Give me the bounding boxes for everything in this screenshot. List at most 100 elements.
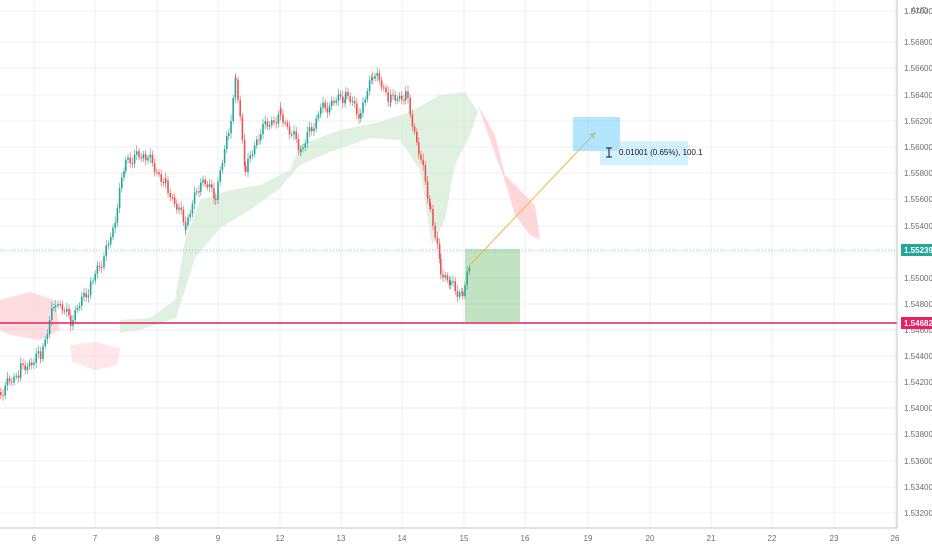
candle-body [326, 108, 329, 113]
price-axis-label: 1.56000 [904, 143, 932, 152]
candle-body [158, 172, 160, 175]
candle-body [221, 162, 224, 171]
candle-body [407, 91, 409, 98]
candle-body [390, 94, 392, 103]
candle-body [280, 108, 282, 115]
current-price-tag [901, 244, 932, 256]
candle-body [311, 127, 313, 132]
candle-body [44, 339, 46, 347]
price-axis-label: 1.56600 [904, 64, 932, 73]
candle-body [46, 333, 49, 340]
price-axis-label: 1.53800 [904, 430, 932, 439]
candle-body [191, 203, 194, 214]
price-axis-label: 1.57000 [904, 7, 932, 16]
projection-arrow[interactable] [470, 131, 597, 265]
candle-body [226, 136, 228, 149]
candle-body [114, 222, 116, 228]
candle-body [297, 138, 300, 151]
candle-body [13, 376, 15, 383]
candle-body [176, 203, 178, 210]
candle-body [247, 158, 249, 172]
candle-body [37, 351, 40, 354]
candle-body [133, 154, 136, 164]
ichimoku-cloud [0, 92, 540, 370]
candle-body [17, 375, 20, 378]
grid-lines [0, 0, 897, 528]
candle-body [268, 125, 271, 127]
candle-body [189, 213, 191, 218]
candle-body [351, 100, 354, 102]
candle-body [28, 362, 31, 367]
candle-body [243, 140, 246, 166]
candle-body [411, 114, 414, 127]
candle-body [182, 209, 185, 223]
candle-body [394, 94, 396, 101]
candle-body [461, 291, 463, 293]
price-axis-bg[interactable] [897, 0, 932, 550]
candle-body [228, 133, 230, 137]
time-axis-bg[interactable] [0, 528, 932, 550]
candle-body [76, 307, 79, 310]
candle-body [116, 208, 119, 223]
candle-body [398, 95, 401, 99]
candle-body [333, 100, 335, 103]
cloud-green-area [120, 92, 478, 333]
candle-body [112, 227, 114, 238]
candle-body [125, 159, 127, 172]
candle-body [458, 292, 461, 297]
candle-body [339, 94, 342, 97]
candle-body [345, 91, 347, 100]
candle-body [251, 154, 254, 156]
candle-body [110, 237, 112, 242]
time-axis-label: 19 [584, 534, 593, 543]
candle-body [304, 143, 306, 148]
candle-body [378, 73, 381, 81]
cloud-red-area [0, 292, 60, 340]
candle-body [288, 126, 291, 135]
candle-body [219, 170, 221, 182]
candle-body [98, 265, 101, 268]
candle-body [430, 206, 432, 209]
candle-body [131, 162, 134, 164]
candle-body [11, 381, 13, 383]
candle-body [151, 154, 154, 164]
candle-body [464, 284, 466, 297]
candle-body [129, 157, 131, 163]
candle-body [454, 281, 456, 292]
drawings-layer[interactable]: 0.01001 (0.65%), 100.1 [465, 117, 703, 322]
price-axis-label: 1.54800 [904, 300, 932, 309]
candle-body [366, 91, 369, 100]
time-axis-label: 23 [830, 534, 839, 543]
candle-body [196, 191, 198, 193]
target-zone-rect[interactable] [465, 249, 520, 322]
price-axis-label: 1.55400 [904, 222, 932, 231]
candle-body [4, 385, 6, 396]
price-axis-label: 1.54200 [904, 378, 932, 387]
candle-body [204, 179, 206, 185]
candle-body [342, 96, 344, 104]
candle-body [127, 157, 129, 160]
candle-body [420, 154, 422, 160]
candle-body [198, 191, 200, 193]
price-axis-label: 1.53400 [904, 483, 932, 492]
candle-body [385, 87, 387, 93]
time-axis-label: 16 [521, 534, 530, 543]
candle-body [74, 309, 76, 320]
candle-body [123, 171, 125, 178]
candle-body [8, 378, 11, 382]
candle-body [193, 192, 196, 204]
time-axis-label: 8 [155, 534, 160, 543]
candle-body [156, 171, 158, 173]
candle-body [392, 94, 394, 96]
candle-body [424, 165, 427, 182]
candle-body [438, 243, 441, 259]
candle-body [96, 265, 99, 274]
price-axis-label: 1.54000 [904, 404, 932, 413]
candle-body [162, 181, 165, 184]
candle-body [107, 244, 110, 246]
candlestick-series [0, 67, 471, 401]
candle-body [349, 96, 351, 102]
candle-body [256, 139, 258, 146]
